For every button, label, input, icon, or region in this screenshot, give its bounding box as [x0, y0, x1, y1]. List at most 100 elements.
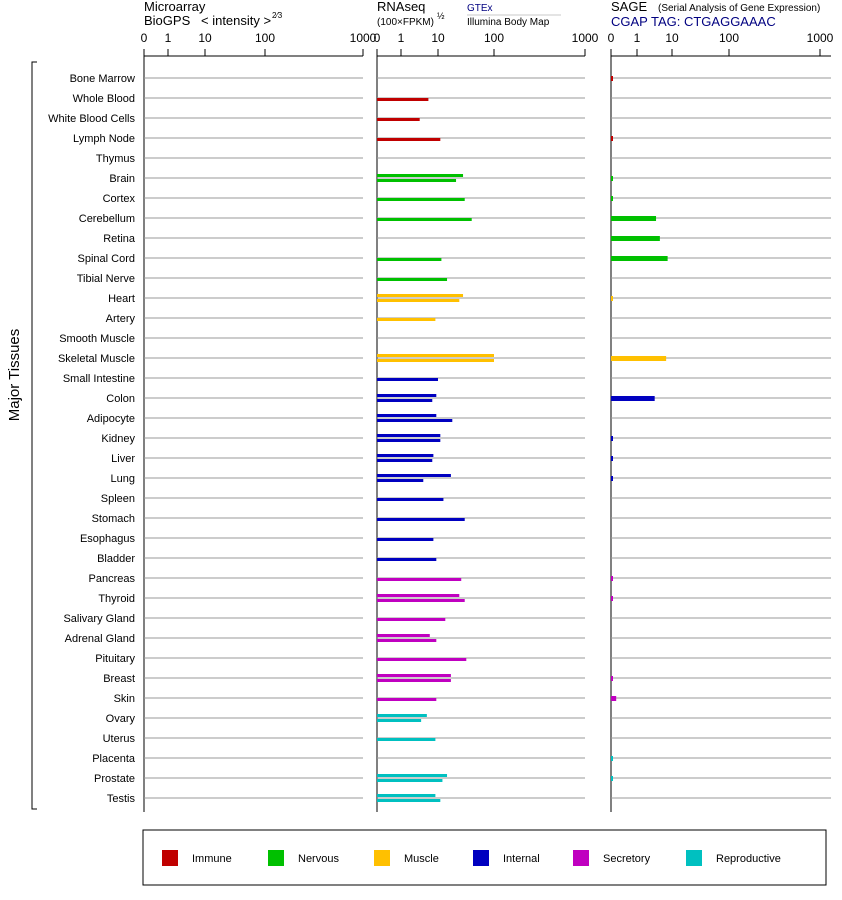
- tissue-label: Heart: [108, 293, 135, 305]
- sage-bar: [611, 256, 668, 261]
- rnaseq-bar: [377, 578, 462, 581]
- rnaseq-bar: [377, 118, 420, 121]
- sage-bar: [611, 296, 613, 301]
- rnaseq-bar: [377, 394, 437, 397]
- tissue-label: Lymph Node: [73, 133, 135, 145]
- rnaseq-tick-label: 100: [484, 31, 504, 45]
- microarray-tick-label: 100: [255, 31, 275, 45]
- rnaseq-units: (100×FPKM): [377, 17, 434, 28]
- sage-bar: [611, 356, 667, 361]
- rnaseq-bar: [377, 774, 448, 777]
- tissue-label: Placenta: [92, 753, 136, 765]
- tissue-label: Breast: [103, 673, 135, 685]
- microarray-tick-label: 10: [198, 31, 212, 45]
- legend-label-nervous: Nervous: [298, 853, 339, 865]
- sage-bar: [611, 676, 613, 681]
- sage-bar: [611, 396, 655, 401]
- tissue-label: Tibial Nerve: [77, 273, 135, 285]
- rnaseq-bar: [377, 454, 434, 457]
- rnaseq-bar: [377, 378, 438, 381]
- rnaseq-bar: [377, 278, 448, 281]
- rnaseq-bar: [377, 459, 433, 462]
- rnaseq-bar: [377, 518, 465, 521]
- sage-tag: CGAP TAG: CTGAGGAAAC: [611, 14, 776, 29]
- rnaseq-tick-label: 0: [374, 31, 381, 45]
- rnaseq-tick-label: 1000: [572, 31, 599, 45]
- rnaseq-bar: [377, 359, 494, 362]
- legend-swatch-immune: [162, 850, 178, 866]
- tissue-label: Whole Blood: [73, 93, 135, 105]
- rnaseq-bar: [377, 594, 460, 597]
- tissue-label: Cerebellum: [79, 213, 135, 225]
- intensity-label: < intensity >: [201, 13, 271, 28]
- rnaseq-bar: [377, 354, 494, 357]
- rnaseq-bar: [377, 294, 464, 297]
- rnaseq-bar: [377, 634, 430, 637]
- gtex-label: GTEx: [467, 3, 493, 14]
- tissue-label: Esophagus: [80, 533, 136, 545]
- rnaseq-bar: [377, 714, 427, 717]
- sage-title: SAGE: [611, 0, 647, 14]
- rnaseq-bar: [377, 538, 434, 541]
- rnaseq-bar: [377, 674, 451, 677]
- tissue-label: Bladder: [97, 553, 135, 565]
- sage-tick-label: 1: [634, 31, 641, 45]
- sage-bar: [611, 776, 613, 781]
- tissue-label: Ovary: [106, 713, 136, 725]
- tissue-label: Bone Marrow: [70, 73, 135, 85]
- sage-axis: 0 1 10 100 1000: [608, 31, 834, 812]
- sage-bar: [611, 596, 613, 601]
- sage-tick-label: 100: [719, 31, 739, 45]
- legend-swatch-internal: [473, 850, 489, 866]
- rnaseq-bar: [377, 479, 424, 482]
- sage-bar: [611, 136, 613, 141]
- rnaseq-bar: [377, 179, 457, 182]
- rnaseq-exponent: ½: [437, 11, 445, 21]
- rnaseq-bar: [377, 414, 437, 417]
- microarray-axis: 0 1 10 100 1000: [141, 31, 377, 812]
- sage-bar: [611, 456, 613, 461]
- tissue-label: Stomach: [92, 513, 135, 525]
- legend-label-muscle: Muscle: [404, 853, 439, 865]
- tissue-label: Pituitary: [95, 653, 135, 665]
- rnaseq-bar: [377, 198, 465, 201]
- tissue-label: Colon: [106, 393, 135, 405]
- tissue-label: Salivary Gland: [63, 613, 135, 625]
- tissue-label: Pancreas: [89, 573, 136, 585]
- microarray-tick-label: 1000: [350, 31, 377, 45]
- rnaseq-bar: [377, 474, 451, 477]
- tissue-label: Cortex: [103, 193, 136, 205]
- rnaseq-bar: [377, 658, 467, 661]
- rnaseq-bar: [377, 258, 442, 261]
- tissue-label: Brain: [109, 173, 135, 185]
- microarray-tick-label: 1: [165, 31, 172, 45]
- rnaseq-bar: [377, 318, 436, 321]
- tissue-label: Skin: [114, 693, 135, 705]
- rnaseq-bar: [377, 719, 422, 722]
- microarray-tick-label: 0: [141, 31, 148, 45]
- tissue-label: Spleen: [101, 493, 135, 505]
- sage-bar: [611, 756, 613, 761]
- sage-bar: [611, 76, 613, 81]
- tissue-label: Testis: [107, 793, 136, 805]
- rnaseq-bar: [377, 299, 460, 302]
- rnaseq-bar: [377, 98, 429, 101]
- legend-label-reproductive: Reproductive: [716, 853, 781, 865]
- rnaseq-bar: [377, 618, 446, 621]
- intensity-exponent: 2⁄3: [272, 11, 283, 20]
- legend-swatch-muscle: [374, 850, 390, 866]
- legend-swatch-secretory: [573, 850, 589, 866]
- illumina-label: Illumina Body Map: [467, 17, 550, 28]
- legend-swatch-reproductive: [686, 850, 702, 866]
- sage-bar: [611, 696, 617, 701]
- sage-bar: [611, 236, 660, 241]
- legend-label-internal: Internal: [503, 853, 540, 865]
- sage-subtitle: (Serial Analysis of Gene Expression): [658, 3, 820, 14]
- rnaseq-bar: [377, 738, 436, 741]
- microarray-title: Microarray: [144, 0, 206, 14]
- legend-label-secretory: Secretory: [603, 853, 651, 865]
- tissue-label: Uterus: [103, 733, 136, 745]
- rnaseq-bar: [377, 799, 441, 802]
- tissue-label: Lung: [111, 473, 135, 485]
